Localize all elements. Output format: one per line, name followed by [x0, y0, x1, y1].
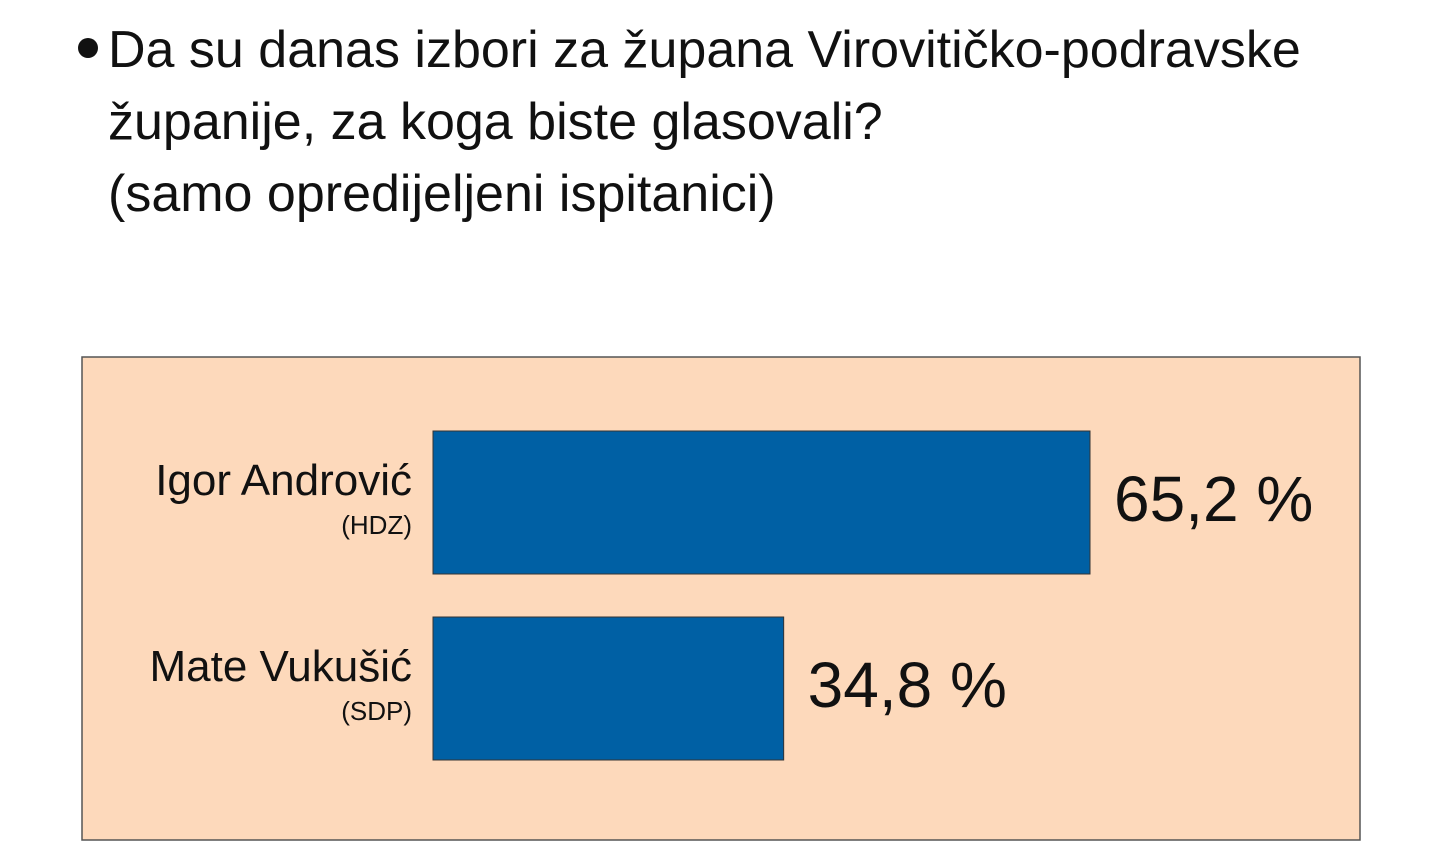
value-label: 65,2 % [1114, 463, 1313, 535]
value-label: 34,8 % [808, 649, 1007, 721]
heading: Da su danas izbori za župana Virovitičko… [108, 14, 1433, 230]
category-label: Mate Vukušić [150, 642, 412, 691]
chart-subtitle: (samo opredijeljeni ispitanici) [108, 165, 776, 223]
category-label: Igor Andrović [155, 456, 412, 505]
chart-title: Da su danas izbori za župana Virovitičko… [108, 21, 1301, 151]
category-sublabel: (HDZ) [341, 510, 412, 540]
bullet [78, 38, 98, 58]
bar [432, 430, 1091, 575]
bar [432, 616, 785, 761]
chart-panel [81, 356, 1361, 841]
category-sublabel: (SDP) [341, 696, 412, 726]
